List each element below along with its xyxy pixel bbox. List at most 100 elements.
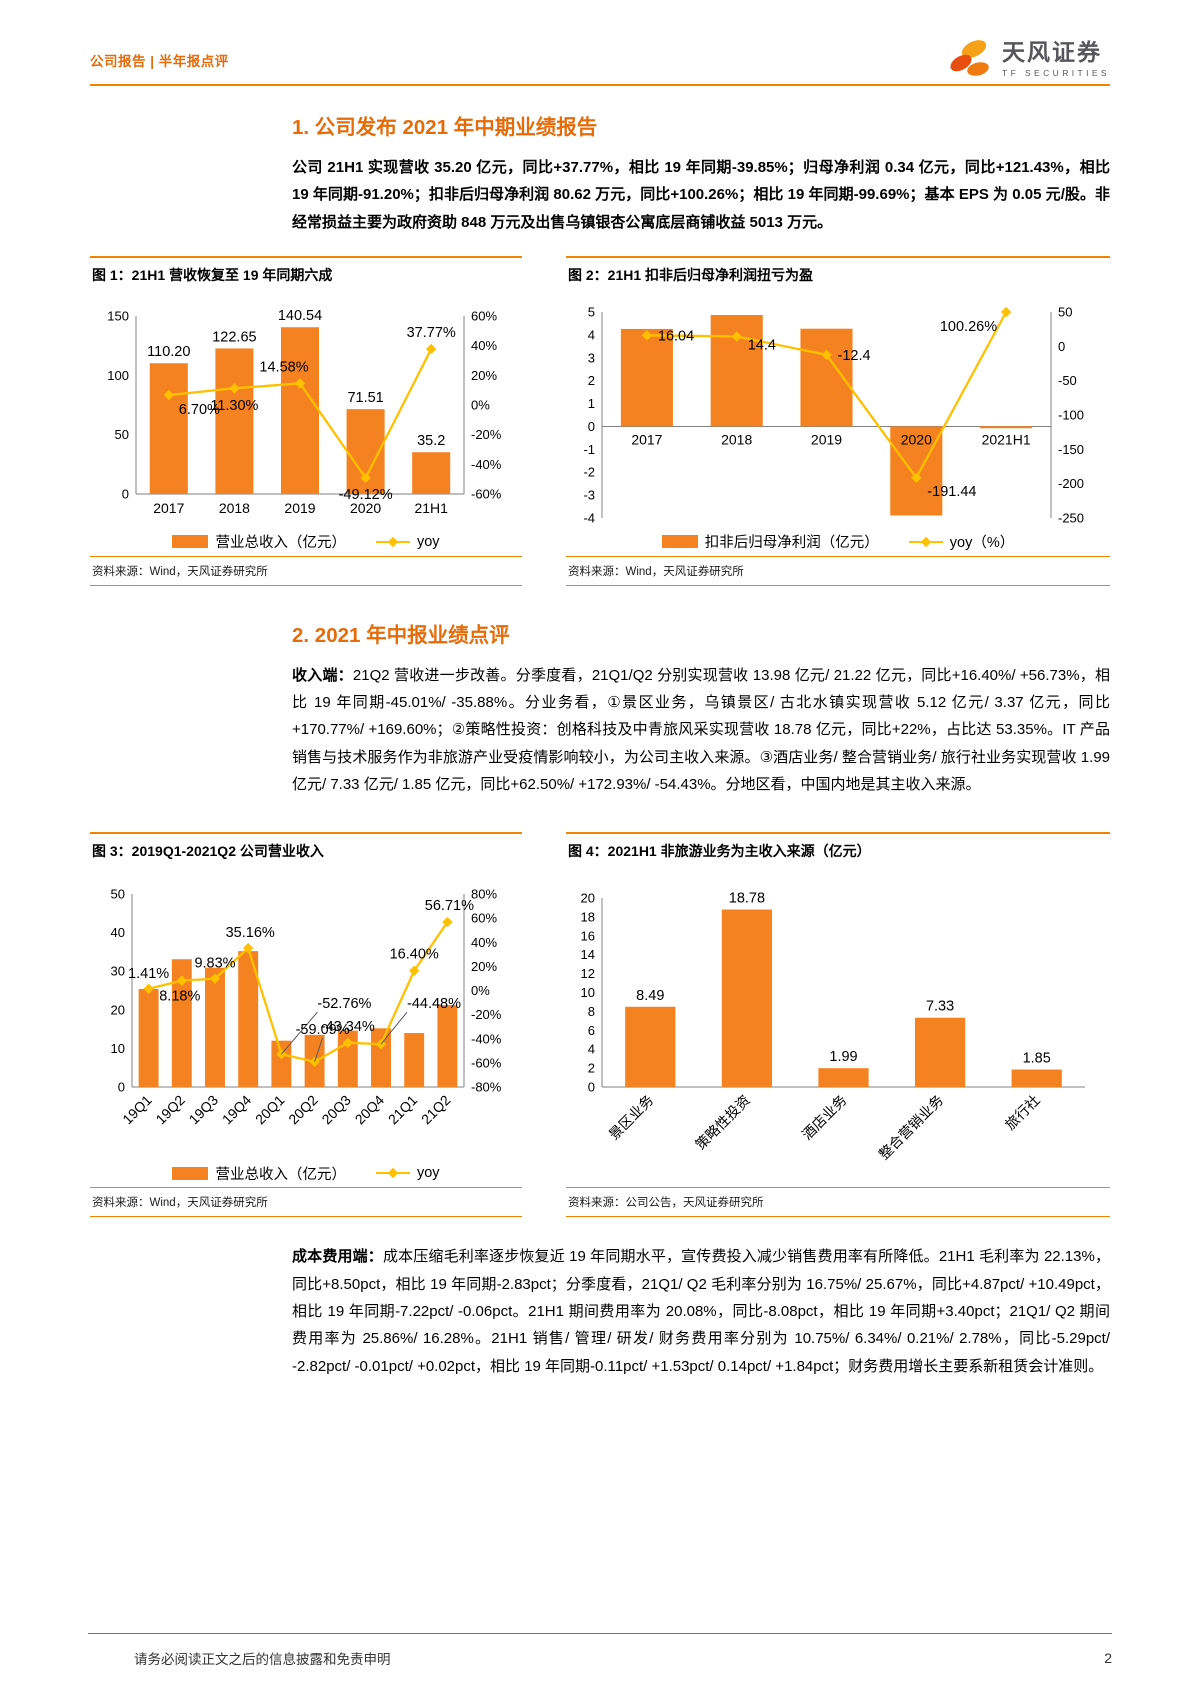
figure-4: 图 4：2021H1 非旅游业务为主收入来源（亿元） 20 18 16 14 12 10 8… [566,832,1110,1218]
svg-text:-80%: -80% [471,1080,502,1095]
svg-text:6: 6 [588,1023,595,1038]
svg-text:11.30%: 11.30% [210,398,258,414]
figure-1: 图 1：21H1 营收恢复至 19 年同期六成 150 100 50 0 60% 40% 2… [90,255,522,586]
svg-text:2018: 2018 [721,431,752,447]
legend-item-line: yoy [375,534,440,550]
svg-text:-60%: -60% [471,1056,502,1071]
brand-text: 天风证券 TF SECURITIES [1002,40,1110,77]
net-profit-bar-line-chart: 5 4 3 2 1 0 -1 -2 -3 -4 50 0 -50 -100 -150 -200 -250 16.0… [583,304,1084,525]
page-number: 2 [1104,1650,1112,1666]
svg-text:-40%: -40% [471,457,502,472]
svg-text:30: 30 [111,964,125,979]
svg-text:0: 0 [118,1080,125,1095]
svg-text:150: 150 [107,308,129,323]
figure-row-1: 图 1：21H1 营收恢复至 19 年同期六成 150 100 50 0 60% 40% 2… [90,255,1110,586]
legend-label: yoy（%） [949,535,1015,552]
legend-item-line: yoy [375,1165,440,1181]
section-2-title: 2. 2021 年中报业绩点评 [292,623,510,647]
figure-2: 图 2：21H1 扣非后归母净利润扭亏为盈 5 4 3 2 1 0 -1 -2 -3 -4 50 0 -… [566,255,1110,586]
svg-text:16.04: 16.04 [658,328,694,344]
svg-text:50: 50 [1058,304,1072,319]
svg-text:3: 3 [588,350,595,365]
svg-text:1.99: 1.99 [829,1050,857,1066]
svg-text:2017: 2017 [631,431,662,447]
legend-item-bar: 扣非后归母净利润（亿元） [661,531,879,552]
svg-text:40: 40 [111,925,125,940]
svg-text:20: 20 [581,891,595,906]
svg-text:-100: -100 [1058,407,1084,422]
page-header: 公司报告 | 半年报点评 天风证券 TF SECURITIES [90,0,1110,82]
svg-text:100: 100 [107,368,129,383]
svg-text:5: 5 [588,304,595,319]
figure-2-caption: 图 2：21H1 扣非后归母净利润扭亏为盈 [566,255,1110,288]
svg-text:-150: -150 [1058,442,1084,457]
svg-text:策略性投资: 策略性投资 [692,1092,753,1153]
svg-text:19Q3: 19Q3 [186,1092,222,1128]
svg-text:8: 8 [588,1004,595,1019]
section-2-paragraph-revenue: 收入端：21Q2 营收进一步改善。分季度看，21Q1/Q2 分别实现营收 13.… [292,662,1110,798]
bar-swatch-icon [172,1166,209,1180]
svg-text:6.70%: 6.70% [179,402,220,418]
svg-text:8.49: 8.49 [636,988,664,1004]
svg-text:50: 50 [111,887,125,902]
svg-text:16: 16 [581,929,595,944]
svg-text:1.85: 1.85 [1023,1051,1051,1067]
svg-text:2018: 2018 [219,500,250,516]
legend-item-line: yoy（%） [908,531,1015,552]
svg-text:20%: 20% [471,959,497,974]
tf-logo-icon [950,40,989,76]
svg-text:旅行社: 旅行社 [1002,1092,1043,1133]
svg-text:2019: 2019 [284,500,315,516]
legend-label: 营业总收入（亿元） [215,535,346,552]
svg-text:4: 4 [588,327,595,342]
cost-paragraph-lead: 成本费用端： [292,1248,383,1266]
bar-swatch-icon [661,535,698,549]
svg-text:80%: 80% [471,887,497,902]
svg-text:19Q1: 19Q1 [119,1092,155,1128]
svg-text:0: 0 [1058,339,1065,354]
svg-text:-200: -200 [1058,476,1084,491]
figure-row-2: 图 3：2019Q1-2021Q2 公司营业收入 50 40 30 20 10 0 80% 6… [90,832,1110,1218]
legend-item-bar: 营业总收入（亿元） [172,531,346,552]
svg-text:景区业务: 景区业务 [606,1092,657,1143]
svg-text:-250: -250 [1058,510,1084,525]
svg-text:0: 0 [122,486,129,501]
legend-label: 扣非后归母净利润（亿元） [704,535,879,552]
svg-text:7.33: 7.33 [926,999,954,1015]
svg-text:2020: 2020 [901,431,932,447]
figure-3-caption: 图 3：2019Q1-2021Q2 公司营业收入 [90,832,522,864]
quarterly-revenue-bar-line-chart: 50 40 30 20 10 0 80% 60% 40% 20% 0% -20% -40% -60% -80… [111,887,502,1128]
segment-revenue-bar-chart: 201816141210864208.4918.781.997.331.85景区… [581,891,1085,1163]
footer-disclaimer: 请务必阅读正文之后的信息披露和免责申明 [134,1652,391,1667]
svg-text:37.77%: 37.77% [407,325,456,341]
legend-item-bar: 营业总收入（亿元） [172,1163,346,1184]
figure-3-source: 资料来源：Wind，天风证券研究所 [90,1187,522,1218]
svg-text:1: 1 [588,396,595,411]
svg-text:0: 0 [588,419,595,434]
page-footer: 请务必阅读正文之后的信息披露和免责申明 2 [88,1633,1112,1668]
svg-text:19Q4: 19Q4 [219,1092,255,1128]
svg-text:-40%: -40% [471,1032,502,1047]
header-divider [90,84,1110,86]
breadcrumb: 公司报告 | 半年报点评 [90,54,229,69]
cost-paragraph-body: 成本压缩毛利率逐步恢复近 19 年同期水平，宣传费投入减少销售费用率有所降低。2… [292,1248,1110,1375]
svg-text:整合营销业务: 整合营销业务 [876,1092,947,1163]
svg-text:酒店业务: 酒店业务 [799,1092,850,1143]
line-diamond-icon [375,1168,410,1179]
svg-text:2021H1: 2021H1 [982,431,1031,447]
figure-4-source: 资料来源：公司公告，天风证券研究所 [566,1187,1110,1218]
svg-text:35.16%: 35.16% [226,925,275,941]
brand-name: 天风证券 [1002,39,1103,66]
svg-text:60%: 60% [471,911,497,926]
line-diamond-icon [908,536,943,548]
svg-text:-4: -4 [583,510,595,525]
svg-text:110.20: 110.20 [147,344,190,360]
revenue-paragraph-body: 21Q2 营收进一步改善。分季度看，21Q1/Q2 分别实现营收 13.98 亿… [292,666,1110,794]
svg-text:-60%: -60% [471,486,502,501]
svg-text:21Q1: 21Q1 [385,1092,421,1128]
svg-text:2: 2 [588,373,595,388]
figure-1-source: 资料来源：Wind，天风证券研究所 [90,555,522,586]
figure-1-legend: 营业总收入（亿元） yoy [90,528,522,556]
figure-4-caption: 图 4：2021H1 非旅游业务为主收入来源（亿元） [566,832,1110,864]
